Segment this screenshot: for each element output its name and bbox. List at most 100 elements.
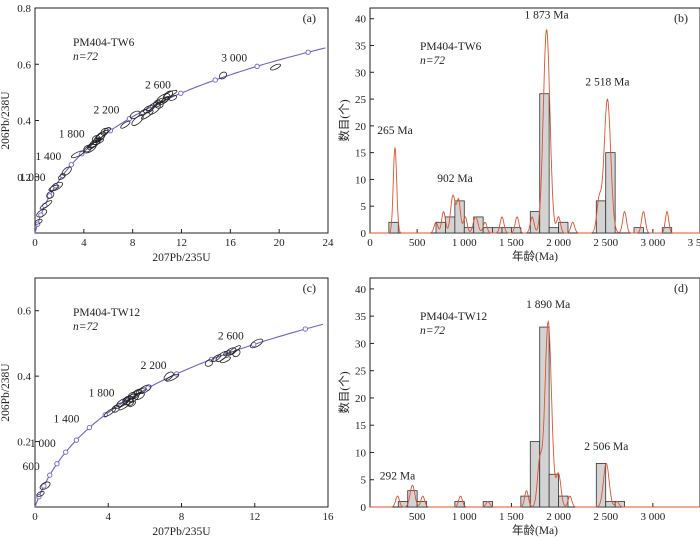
y-tick-label: 0.6	[17, 306, 31, 318]
x-tick-label: 3 000	[640, 511, 665, 523]
x-tick-label: 16	[225, 237, 237, 249]
concordia-marker	[305, 49, 311, 55]
histogram-bar	[548, 227, 559, 234]
y-axis-label: 数目(个)	[337, 99, 351, 141]
n-label: n=72	[420, 325, 445, 337]
concordia-age-label: 3 000	[221, 52, 247, 64]
concordia-marker	[47, 472, 53, 478]
panel-2: 0 500 1 000 1 500 2 000 2 500 3 000 3 500 0 5 10 15…	[337, 7, 700, 263]
error-ellipse	[141, 110, 154, 120]
error-ellipse	[128, 400, 136, 408]
histogram-bar	[445, 216, 456, 234]
error-ellipse	[228, 345, 241, 355]
y-tick-label: 35	[355, 41, 367, 53]
x-tick-label: 0	[32, 237, 38, 249]
concordia-marker	[68, 162, 74, 168]
concordia-age-label: 2 600	[218, 330, 244, 342]
y-tick-label: 25	[355, 366, 367, 378]
x-tick-label: 4	[106, 511, 112, 523]
error-ellipse	[249, 338, 264, 349]
error-ellipse	[36, 491, 45, 497]
concordia-marker	[178, 90, 184, 96]
concordia-age-label: 1 400	[54, 414, 80, 426]
y-tick-label: 30	[355, 338, 367, 350]
error-ellipse	[46, 191, 55, 199]
n-label: n=72	[73, 321, 98, 333]
probability-density-curve	[370, 319, 700, 508]
error-ellipse	[103, 127, 111, 134]
sample-label: PM404-TW6	[73, 37, 135, 49]
concordia-marker	[86, 424, 93, 431]
panel-label: (b)	[674, 11, 688, 25]
x-tick-label: 500	[409, 511, 426, 523]
panel-4: 500 1 000 1 500 2 000 2 500 3 000 0 5 10 15 20 25 30…	[337, 277, 700, 537]
histogram-bar	[388, 221, 399, 234]
histogram-bar	[595, 462, 607, 508]
error-ellipse	[118, 400, 131, 411]
x-tick-label: 8	[179, 511, 185, 523]
concordia-curve	[34, 47, 326, 234]
concordia-age-label: 1 000	[30, 438, 56, 450]
peak-age-label: 902 Ma	[437, 173, 472, 185]
x-axis-label: 年龄(Ma)	[512, 249, 558, 263]
histogram-bar	[605, 152, 616, 234]
y-tick-label: 0.4	[17, 116, 31, 128]
concordia-age-label: 1 800	[59, 128, 85, 140]
error-ellipse	[211, 354, 222, 363]
y-axis-label: 206Pb/238U	[0, 91, 12, 150]
error-ellipse	[218, 71, 228, 80]
n-label: n=72	[73, 51, 98, 63]
y-tick-label: 10	[355, 174, 367, 186]
sample-label: PM404-TW12	[420, 311, 487, 323]
y-tick-label: 15	[355, 420, 367, 432]
histogram-bar	[407, 490, 418, 508]
concordia-age-label: 1 000	[20, 172, 46, 184]
error-ellipse	[120, 120, 131, 129]
y-tick-label: 0	[361, 228, 367, 240]
error-ellipse	[57, 173, 66, 180]
y-tick-label: 40	[355, 14, 367, 26]
error-ellipse	[159, 96, 170, 105]
x-tick-label: 4	[81, 237, 87, 249]
concordia-age-label: 2 600	[145, 79, 171, 91]
error-ellipse	[95, 131, 106, 141]
x-tick-label: 8	[130, 237, 136, 249]
y-tick-label: 30	[355, 67, 367, 79]
error-ellipse	[163, 89, 178, 98]
x-tick-label: 2 500	[593, 511, 618, 523]
x-tick-label: 24	[323, 237, 335, 249]
error-ellipse	[232, 349, 241, 358]
error-ellipse	[103, 407, 117, 417]
peak-age-label: 2 506 Ma	[584, 441, 628, 453]
x-tick-label: 2 000	[546, 237, 571, 249]
concordia-age-label: 1 800	[89, 388, 115, 400]
y-axis-label: 数目(个)	[337, 371, 351, 413]
error-ellipse	[133, 389, 142, 396]
x-axis-label: 年龄(Ma)	[512, 523, 558, 537]
x-axis-label: 207Pb/235U	[152, 252, 211, 264]
x-tick-label: 12	[176, 237, 187, 249]
x-tick-label: 0	[32, 511, 38, 523]
error-ellipse	[111, 405, 120, 413]
y-axis-label: 206Pb/238U	[0, 363, 12, 422]
error-ellipse	[156, 93, 170, 103]
y-tick-label: 40	[355, 284, 367, 296]
x-tick-label: 1 000	[452, 511, 477, 523]
x-tick-label: 1 500	[499, 511, 524, 523]
y-tick-label: 0	[361, 502, 367, 514]
y-tick-label: 0.6	[17, 59, 31, 71]
error-ellipse	[165, 373, 180, 382]
peak-age-label: 2 518 Ma	[585, 77, 629, 89]
x-tick-label: 2 500	[593, 237, 618, 249]
error-ellipse	[61, 166, 72, 176]
histogram-bar	[529, 441, 541, 508]
error-ellipse	[129, 110, 141, 120]
concordia-marker	[54, 461, 60, 467]
n-label: n=72	[420, 55, 445, 67]
y-tick-label: 35	[355, 311, 367, 323]
error-ellipse	[36, 209, 48, 218]
histogram-bar	[548, 473, 559, 508]
error-ellipse	[155, 101, 164, 109]
peak-age-label: 292 Ma	[380, 471, 415, 483]
